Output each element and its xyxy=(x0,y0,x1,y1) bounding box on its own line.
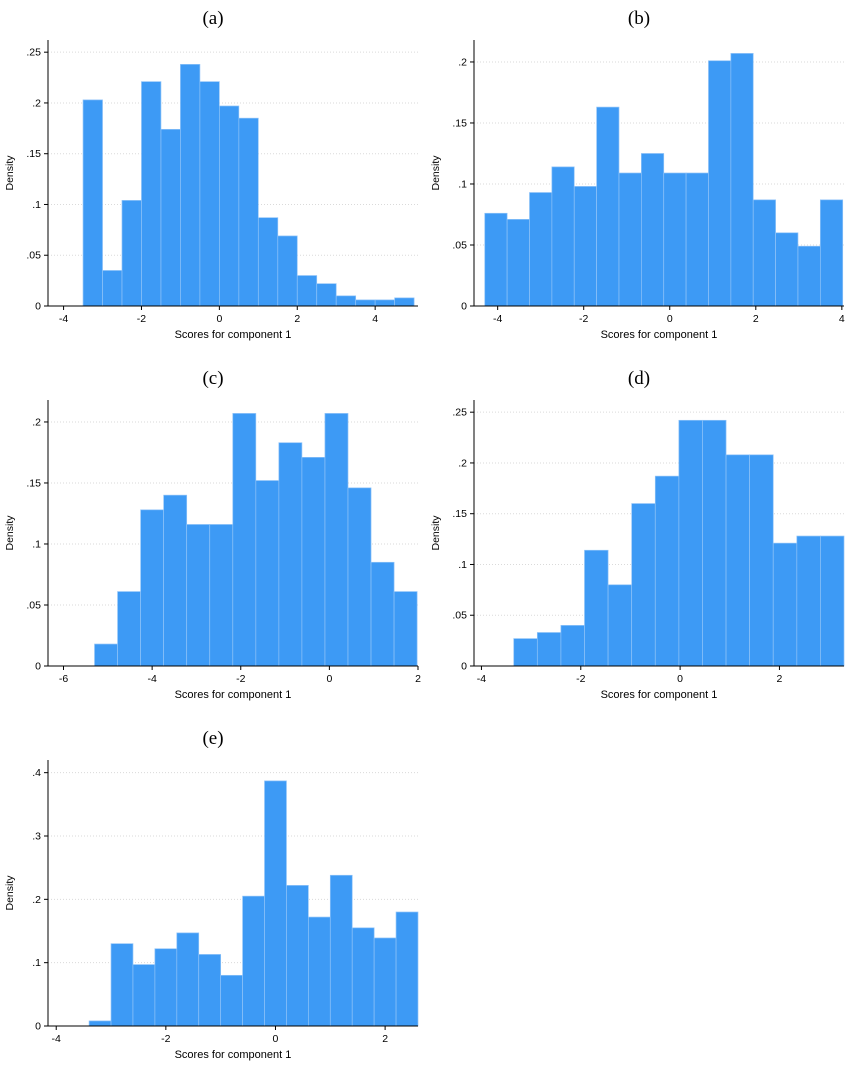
panel-b-title: (b) xyxy=(627,8,651,29)
axes xyxy=(47,760,418,1027)
svg-text:2: 2 xyxy=(777,673,783,685)
svg-text:-4: -4 xyxy=(52,1033,61,1045)
svg-text:0: 0 xyxy=(677,673,683,685)
svg-text:0: 0 xyxy=(216,313,222,325)
panel-a-title: (a) xyxy=(202,8,224,29)
svg-text:.15: .15 xyxy=(26,477,41,489)
y-axis: 0 .05 .1 .15 .2 .25 xyxy=(452,407,474,673)
svg-text:.4: .4 xyxy=(32,767,41,779)
svg-text:0: 0 xyxy=(35,1021,41,1033)
svg-text:.2: .2 xyxy=(458,56,467,68)
svg-text:-2: -2 xyxy=(137,313,146,325)
svg-text:.25: .25 xyxy=(26,47,41,59)
bars xyxy=(513,419,845,667)
svg-text:.1: .1 xyxy=(458,178,467,190)
y-axis: 0 .05 .1 .15 .2 xyxy=(26,416,48,673)
histogram-b: 0 .05 .1 .15 .2 -4 -2 0 2 4 Scores for component 1… xyxy=(430,40,845,341)
x-axis-title: Scores for component 1 xyxy=(175,329,292,341)
axes xyxy=(473,400,844,667)
axes xyxy=(473,40,844,307)
y-axis-title: Density xyxy=(430,155,442,191)
y-axis: 0 .05 .1 .15 .2 .25 xyxy=(26,47,48,313)
svg-text:-2: -2 xyxy=(161,1033,170,1045)
svg-text:.2: .2 xyxy=(32,894,41,906)
x-axis: -6 -4 -2 0 2 xyxy=(59,666,421,685)
x-axis-title: Scores for component 1 xyxy=(175,689,292,701)
svg-text:-2: -2 xyxy=(236,673,245,685)
svg-text:.05: .05 xyxy=(452,239,467,251)
panel-a: (a) 0 .05 .1 .15 .2 .25 -4 -2 0 2 4 Scores for comp… xyxy=(0,0,426,360)
y-axis-title: Density xyxy=(4,515,16,551)
svg-text:0: 0 xyxy=(461,301,467,313)
svg-text:-4: -4 xyxy=(493,313,502,325)
svg-text:.1: .1 xyxy=(32,957,41,969)
svg-text:2: 2 xyxy=(753,313,759,325)
panel-d: (d) 0 .05 .1 .15 .2 .25 -4 -2 0 2 Scores for compo… xyxy=(426,360,852,720)
svg-text:.25: .25 xyxy=(452,407,467,419)
histogram-a: 0 .05 .1 .15 .2 .25 -4 -2 0 2 4 Scores for componen… xyxy=(4,40,418,341)
svg-text:.2: .2 xyxy=(32,416,41,428)
svg-text:-4: -4 xyxy=(147,673,156,685)
svg-text:-4: -4 xyxy=(59,313,68,325)
x-axis: -4 -2 0 2 xyxy=(52,1026,388,1045)
panel-c-title: (c) xyxy=(202,368,224,389)
x-axis: -4 -2 0 2 xyxy=(477,666,783,685)
svg-text:-2: -2 xyxy=(579,313,588,325)
panel-c: (c) 0 .05 .1 .15 .2 -6 -4 -2 0 2 Scores for compon… xyxy=(0,360,426,720)
svg-text:.1: .1 xyxy=(458,559,467,571)
x-axis-title: Scores for component 1 xyxy=(601,689,718,701)
y-axis-title: Density xyxy=(4,155,16,191)
histogram-d: 0 .05 .1 .15 .2 .25 -4 -2 0 2 Scores for component… xyxy=(430,400,845,701)
svg-text:.2: .2 xyxy=(458,457,467,469)
x-axis-title: Scores for component 1 xyxy=(175,1049,292,1061)
y-axis: 0 .1 .2 .3 .4 xyxy=(32,767,48,1033)
axes xyxy=(47,400,418,667)
svg-text:0: 0 xyxy=(35,661,41,673)
bars xyxy=(94,413,418,667)
axes xyxy=(47,40,418,307)
svg-text:2: 2 xyxy=(382,1033,388,1045)
svg-text:0: 0 xyxy=(35,301,41,313)
x-axis-title: Scores for component 1 xyxy=(601,329,718,341)
y-axis-title: Density xyxy=(430,515,442,551)
svg-text:.05: .05 xyxy=(452,610,467,622)
svg-text:.15: .15 xyxy=(452,508,467,520)
panel-e: (e) 0 .1 .2 .3 .4 -4 -2 0 2 Scores for component … xyxy=(0,720,426,1080)
x-axis: -4 -2 0 2 4 xyxy=(59,306,378,325)
panel-e-title: (e) xyxy=(202,728,224,749)
svg-text:0: 0 xyxy=(461,661,467,673)
svg-text:.2: .2 xyxy=(32,97,41,109)
bars xyxy=(82,64,415,307)
svg-text:4: 4 xyxy=(372,313,378,325)
y-axis-title: Density xyxy=(4,875,16,911)
panel-d-title: (d) xyxy=(627,368,651,389)
svg-text:.3: .3 xyxy=(32,831,41,843)
svg-text:4: 4 xyxy=(839,313,845,325)
svg-text:.05: .05 xyxy=(26,250,41,262)
svg-text:0: 0 xyxy=(326,673,332,685)
svg-text:0: 0 xyxy=(273,1033,279,1045)
svg-text:0: 0 xyxy=(667,313,673,325)
bars xyxy=(484,53,844,307)
svg-text:2: 2 xyxy=(415,673,421,685)
svg-text:.15: .15 xyxy=(26,148,41,160)
svg-text:-6: -6 xyxy=(59,673,68,685)
y-axis: 0 .05 .1 .15 .2 xyxy=(452,56,474,313)
empty-cell xyxy=(426,720,852,1080)
histogram-e: 0 .1 .2 .3 .4 -4 -2 0 2 Scores for component 1 Den… xyxy=(4,760,419,1061)
panel-b: (b) 0 .05 .1 .15 .2 -4 -2 0 2 4 Scores for compone… xyxy=(426,0,852,360)
svg-text:.1: .1 xyxy=(32,199,41,211)
svg-text:-2: -2 xyxy=(576,673,585,685)
svg-text:.1: .1 xyxy=(32,538,41,550)
bars xyxy=(88,780,419,1027)
svg-text:.05: .05 xyxy=(26,599,41,611)
svg-text:-4: -4 xyxy=(477,673,486,685)
svg-text:2: 2 xyxy=(294,313,300,325)
histogram-c: 0 .05 .1 .15 .2 -6 -4 -2 0 2 Scores for component … xyxy=(4,400,421,701)
x-axis: -4 -2 0 2 4 xyxy=(493,306,845,325)
svg-text:.15: .15 xyxy=(452,117,467,129)
